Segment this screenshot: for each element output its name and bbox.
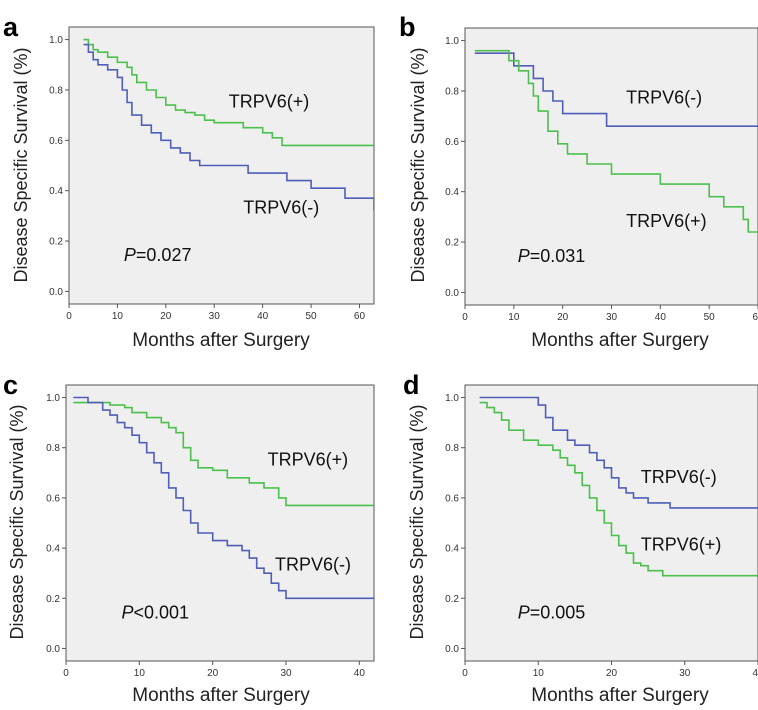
y-tick-label: 0.2 <box>445 238 459 249</box>
x-tick-label: 30 <box>679 668 691 679</box>
y-tick-label: 0.2 <box>49 237 63 248</box>
x-tick-label: 0 <box>63 668 69 679</box>
x-tick-label: 10 <box>112 311 124 322</box>
x-tick-label: 40 <box>354 668 366 679</box>
y-tick-label: 0.6 <box>49 136 63 147</box>
x-tick-label: 60 <box>752 312 758 323</box>
y-tick-label: 0.4 <box>445 187 459 198</box>
x-tick-label: 40 <box>257 311 269 322</box>
p-value-number: <0.001 <box>133 602 189 622</box>
x-tick-label: 0 <box>462 312 468 323</box>
p-value-number: =0.027 <box>136 245 192 265</box>
x-axis-label: Months after Surgery <box>132 330 310 351</box>
x-tick-label: 10 <box>508 312 520 323</box>
series-label-trpv6-negative: TRPV6(-) <box>626 88 702 108</box>
p-value-number: =0.031 <box>530 246 586 266</box>
y-axis-label: Disease Specific Survival (%) <box>11 47 31 282</box>
panel-d: d Disease Specific Survival (%) Months aft… <box>403 370 758 706</box>
y-tick-label: 0.8 <box>445 86 459 97</box>
y-tick-label: 0.6 <box>46 493 60 504</box>
y-tick-label: 1.0 <box>445 393 459 404</box>
x-axis-label: Months after Surgery <box>531 685 709 706</box>
x-tick-label: 20 <box>606 668 618 679</box>
y-tick-label: 0.6 <box>445 493 459 504</box>
series-label-trpv6-positive: TRPV6(+) <box>626 211 707 231</box>
y-tick-label: 1.0 <box>46 393 60 404</box>
x-tick-label: 40 <box>655 312 667 323</box>
y-tick-label: 0.4 <box>445 544 459 555</box>
y-tick-label: 0.2 <box>445 594 459 605</box>
p-value: P=0.005 <box>518 602 586 622</box>
y-tick-label: 0.8 <box>46 443 60 454</box>
p-value-letter: P <box>518 602 530 622</box>
y-tick-label: 0.0 <box>49 287 63 298</box>
x-tick-label: 50 <box>704 312 716 323</box>
x-tick-label: 30 <box>606 312 618 323</box>
panel-c: c Disease Specific Survival (%) Months aft… <box>3 370 375 706</box>
p-value-letter: P <box>121 602 133 622</box>
p-value: P<0.001 <box>121 602 189 622</box>
x-tick-label: 10 <box>134 668 146 679</box>
p-value: P=0.031 <box>518 246 586 266</box>
series-label-trpv6-positive: TRPV6(+) <box>229 92 310 112</box>
y-tick-label: 0.0 <box>445 644 459 655</box>
x-tick-label: 0 <box>66 311 72 322</box>
x-tick-label: 30 <box>209 311 221 322</box>
survival-curve-trpv6-negative <box>73 396 374 600</box>
plot-area <box>65 384 375 662</box>
survival-curve-trpv6-positive <box>73 401 374 507</box>
survival-curve-trpv6-negative <box>479 396 758 509</box>
y-axis-label: Disease Specific Survival (%) <box>7 404 27 639</box>
series-label-trpv6-negative: TRPV6(-) <box>641 467 717 487</box>
panel-letter: c <box>3 370 18 400</box>
panel-a: a Disease Specific Survival (%) Months aft… <box>3 12 375 351</box>
y-tick-label: 0.6 <box>445 137 459 148</box>
panel-letter: a <box>3 12 19 42</box>
panel-letter: b <box>399 12 416 42</box>
y-tick-label: 0.0 <box>46 644 60 655</box>
y-tick-label: 0.0 <box>445 288 459 299</box>
series-label-trpv6-negative: TRPV6(-) <box>275 555 351 575</box>
x-tick-label: 0 <box>462 668 468 679</box>
y-tick-label: 0.8 <box>49 85 63 96</box>
x-tick-label: 20 <box>557 312 569 323</box>
x-tick-label: 50 <box>306 311 318 322</box>
p-value-number: =0.005 <box>530 602 586 622</box>
survival-curve-trpv6-positive <box>479 401 758 577</box>
series-label-trpv6-positive: TRPV6(+) <box>641 535 722 555</box>
y-tick-label: 0.4 <box>46 544 60 555</box>
y-tick-label: 1.0 <box>445 36 459 47</box>
survival-curve-trpv6-positive <box>83 38 374 147</box>
x-tick-label: 20 <box>207 668 219 679</box>
survival-curve-trpv6-positive <box>474 49 758 233</box>
x-tick-label: 60 <box>354 311 366 322</box>
p-value: P=0.027 <box>124 245 192 265</box>
panel-letter: d <box>403 370 420 400</box>
y-tick-label: 0.4 <box>49 186 63 197</box>
y-tick-label: 1.0 <box>49 35 63 46</box>
x-tick-label: 20 <box>160 311 172 322</box>
x-axis-label: Months after Surgery <box>132 685 310 706</box>
x-tick-label: 10 <box>533 668 545 679</box>
survival-curve-trpv6-negative <box>474 52 758 127</box>
y-axis-label: Disease Specific Survival (%) <box>407 404 427 639</box>
p-value-letter: P <box>124 245 136 265</box>
y-tick-label: 0.8 <box>445 443 459 454</box>
x-tick-label: 30 <box>280 668 292 679</box>
survival-curve-trpv6-negative <box>83 43 374 211</box>
y-axis-label: Disease Specific Survival (%) <box>408 47 428 282</box>
series-label-trpv6-negative: TRPV6(-) <box>243 197 319 217</box>
p-value-letter: P <box>518 246 530 266</box>
series-label-trpv6-positive: TRPV6(+) <box>268 449 349 469</box>
y-tick-label: 0.2 <box>46 594 60 605</box>
x-tick-label: 40 <box>752 668 758 679</box>
panel-b: b Disease Specific Survival (%) Months aft… <box>399 12 758 351</box>
x-axis-label: Months after Surgery <box>531 330 709 351</box>
